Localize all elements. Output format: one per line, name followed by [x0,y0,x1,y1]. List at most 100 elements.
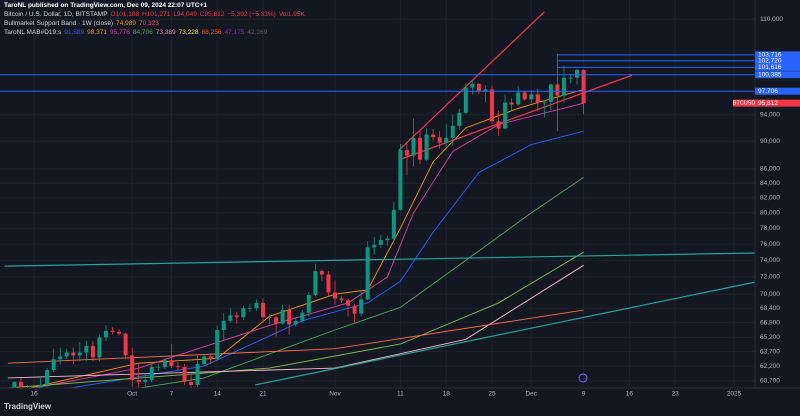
last-price-label: 95,812 [758,100,778,107]
legend-text: C95,812 [199,11,225,18]
legend-text: 73,228 [178,29,199,36]
legend-text: TaroNL MAB#D19;s [4,29,62,36]
candle-body [431,134,436,138]
price-level-tag [755,51,800,59]
legend-text: 84,706 [132,29,153,36]
candle-body [568,77,573,79]
candle-body [444,137,449,143]
candle-body [195,364,200,385]
candle-body [503,102,508,129]
candle-body [378,240,383,245]
x-tick-label: Dec [525,391,537,398]
candle-body [326,274,331,293]
candle-body [136,379,141,382]
candle-body [542,101,547,103]
candle-body [221,320,226,330]
candle-body [117,331,122,334]
candle-body [58,356,63,360]
legend-text: L94,049 [173,11,197,18]
legend-text: 70,323 [139,20,159,27]
moving-average [7,264,584,379]
candle-body [346,300,351,306]
trendline [398,74,633,161]
y-tick-label: 86,000 [760,166,780,173]
candle-body [261,302,266,318]
price-level-tag [755,63,800,71]
axes: 110,000 94,000 90,000 86,000 84,000 82,000 80,… [30,16,800,398]
candle-body [509,102,514,105]
candle-body [555,84,560,96]
y-tick-label: 110,000 [760,16,783,23]
candle-body [175,366,180,368]
price-level-label: 103,716 [758,52,782,59]
x-tick-label: 23 [672,391,680,398]
moving-average [7,251,584,388]
candle-body [234,315,239,318]
plot-area [0,11,755,397]
candle-body [339,298,344,301]
legend-text: O101,188 [110,11,140,18]
candle-body [391,209,396,239]
y-tick-label: 62,200 [760,363,780,370]
legend-text: 73,389 [155,29,176,36]
candle-body [97,337,102,358]
legend-text: H101,271 [142,11,171,18]
candle-body [156,367,161,368]
candle-body [274,317,279,324]
candle-body [247,308,252,310]
candle-body [372,244,377,248]
candle-body [561,77,566,96]
candle-body [575,69,580,78]
candle-body [38,384,43,388]
legend-text: −5,392 (−5.33%) [227,11,276,18]
x-tick-label: Nov [329,391,341,398]
price-level-label: 100,385 [758,71,782,78]
candle-body [280,310,285,324]
y-tick-label: 63,700 [760,348,780,355]
trendline [398,11,545,151]
legend-row: Bullmarket Support Band · 1W (close) 74,9… [4,19,308,28]
candle-body [189,381,194,385]
candle-body [306,295,311,313]
price-level-label: 101,616 [758,64,782,71]
price-level-tag [755,57,800,65]
candle-body [123,333,128,356]
symbol-tag [733,99,755,107]
y-tick-label: 82,000 [760,195,780,202]
candle-body [208,356,213,360]
legend: TaroNL published on TradingView.com, Dec… [4,1,308,37]
candle-body [418,137,423,160]
legend-text: 95,776 [109,29,130,36]
y-tick-label: 76,000 [760,241,780,248]
candle-body [241,308,246,318]
candle-body [385,238,390,241]
candle-body [90,345,95,358]
candle-body [463,87,468,113]
candle-body [77,352,82,356]
legend-text: 91,589 [64,29,85,36]
candle-body [51,359,56,371]
candle-body [25,388,29,397]
x-tick-label: 7 [170,391,174,398]
candle-body [359,299,364,314]
y-tick-label: 60,700 [760,378,780,385]
candle-body [12,381,17,388]
y-tick-label: 74,000 [760,257,780,264]
candle-body [365,247,370,300]
candle-body [293,320,298,325]
candle-body [18,381,23,388]
candle-body [437,137,442,143]
candle-body [162,360,167,368]
legend-text: 98,371 [87,29,107,36]
candle-body [130,355,135,380]
x-tick-label: 14 [214,391,222,398]
candle-body [522,92,527,100]
trendline [4,252,755,267]
y-tick-label: 90,000 [760,138,780,145]
x-tick-label: 18 [443,391,451,398]
candle-body [71,352,76,356]
candle-body [149,367,154,380]
candle-body [496,121,501,129]
candle-body [398,150,403,210]
candle-body [313,271,318,296]
